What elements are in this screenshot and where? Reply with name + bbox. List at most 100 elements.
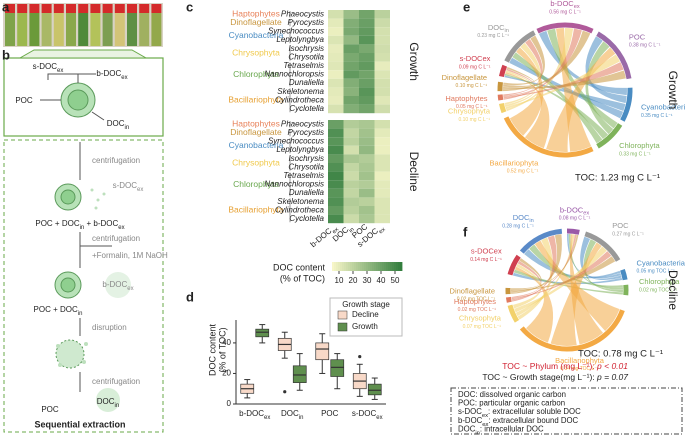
heat-cell [328, 197, 344, 206]
chord-node-label-part: Bacillariophyta [490, 158, 540, 167]
chord-node-label: Cyanobacteria [641, 103, 685, 112]
chord-node-label: b-DOCex [550, 0, 579, 10]
species-label: Cylindrotheca [275, 95, 324, 104]
chord-ribbon [512, 235, 557, 302]
definition-desc: : intracellular DOC [480, 424, 544, 433]
outlier [283, 390, 287, 394]
chord-node-value: 0.38 mg C L⁻¹ [629, 43, 661, 49]
chord-node-label-part: Chlorophyta [619, 141, 660, 150]
colorbar-step [342, 262, 345, 271]
definition-part: DOC [458, 390, 476, 399]
chord-ribbon [504, 70, 536, 108]
chord-node-label-sub: ex [574, 4, 580, 10]
chord-node-arc [596, 31, 632, 80]
definition: s-DOCex: extracellular soluble DOC [458, 407, 581, 418]
definition-part: DOC [458, 424, 476, 433]
colorbar-step [382, 262, 385, 271]
zoom-link [18, 49, 148, 59]
chord-node-label-part: POC [629, 32, 646, 41]
heat-cell [343, 137, 359, 146]
chord-stage-label: Decline [666, 270, 680, 310]
stat-p: p = 0.07 [596, 372, 628, 382]
chord-ribbon [514, 246, 607, 313]
chord-node-label: Dinoflagellate [450, 286, 495, 295]
heat-cell [328, 137, 344, 146]
chord-stage-label: Growth [666, 71, 680, 110]
tube-cap [66, 4, 76, 13]
x-tick-label: s-DOCex [352, 409, 383, 420]
colorbar-step [360, 262, 363, 271]
chord-node-arc [620, 87, 633, 122]
chord-node-label-part: Cyanobacteria [637, 258, 685, 267]
chord-node-value: 0.52 mg C L⁻¹ [507, 169, 539, 175]
fraction-label: POC + DOCin + b-DOCex [35, 219, 124, 230]
step-label: centrifugation [92, 234, 140, 243]
chord-node-value: 0.23 mg C L⁻¹ [477, 33, 509, 39]
heat-cell [359, 35, 375, 45]
box [330, 359, 345, 377]
heat-cell [359, 44, 375, 53]
heat-cell [359, 137, 375, 146]
species-label: Cyclotella [289, 104, 324, 113]
fraction-label-part: DOC [97, 397, 115, 406]
extraction-box [3, 139, 164, 433]
fraction-label: DOCin [97, 397, 119, 408]
tube-cap [53, 4, 64, 13]
fraction-label: b-DOCex [96, 69, 127, 80]
tube [127, 13, 137, 46]
x-tick-label-sub: ex [378, 226, 387, 235]
x-tick-label-part: b-DOC [239, 409, 264, 418]
species-label: Skeletonema [277, 87, 324, 96]
heat-cell [374, 61, 390, 71]
species-label: Pyrocystis [288, 18, 324, 27]
chord-node-label-part: Dinoflagellate [442, 73, 487, 82]
stat-text: TOC ~ Growth stage(mg L⁻¹): [482, 372, 597, 382]
colorbar-step [354, 262, 357, 271]
chord-node-label: s-DOCex [471, 247, 502, 256]
heat-cell [359, 78, 375, 88]
heat-cell [374, 53, 390, 62]
heat-cell [328, 78, 344, 88]
heat-cell [328, 53, 344, 62]
definition-desc: : extracellular bound DOC [488, 416, 578, 425]
chord-node-label-sub: in [529, 219, 533, 225]
fraction-label: s-DOCex [113, 181, 144, 192]
chord-node-label-part: Bacillariophyta [555, 356, 605, 365]
chord-node-label-part: DOC [488, 23, 505, 32]
heat-cell [359, 53, 375, 62]
chord-ribbon [580, 236, 622, 280]
heat-cell [359, 120, 375, 129]
fraction-label-sub: ex [57, 68, 63, 74]
x-tick-label: POC [321, 409, 339, 418]
colorbar-step [332, 262, 335, 271]
colorbar-step [346, 262, 349, 271]
heat-cell [328, 163, 344, 172]
chord-node-arc [503, 116, 594, 158]
heat-cell [328, 214, 344, 224]
chord-node-value: 0.09 mg C L⁻¹ [459, 65, 491, 71]
chord-node-arc [596, 123, 623, 149]
chord-node-value: 0.28 mg C L⁻¹ [502, 223, 534, 229]
tube-cap [17, 4, 28, 13]
cells [54, 82, 131, 412]
heat-cell [359, 128, 375, 138]
group-label: Chlorophyta [233, 69, 279, 79]
colorbar-step [336, 262, 339, 271]
chord-node-label-part: POC [612, 221, 629, 230]
chord-node-label-part: Chrysophyta [448, 106, 491, 115]
heat-cell [343, 96, 359, 105]
species-label: Tetraselmis [283, 171, 324, 180]
colorbar-tick-label: 40 [377, 276, 386, 285]
colorbar-step [352, 262, 355, 271]
heat-cell [359, 197, 375, 206]
chord-node-value: 0.27 mg C L⁻¹ [612, 231, 644, 237]
heat-cell [374, 171, 390, 181]
tube [139, 13, 150, 46]
chord-node-arc [566, 228, 580, 235]
chord-node-label-part: Haptophytes [445, 94, 487, 103]
definition-desc: : extracellular soluble DOC [488, 407, 581, 416]
box [292, 365, 307, 383]
species-label: Synechococcus [268, 137, 324, 146]
chord-node-arc [505, 296, 512, 303]
chord-node-label: s-DOCex [460, 54, 491, 63]
